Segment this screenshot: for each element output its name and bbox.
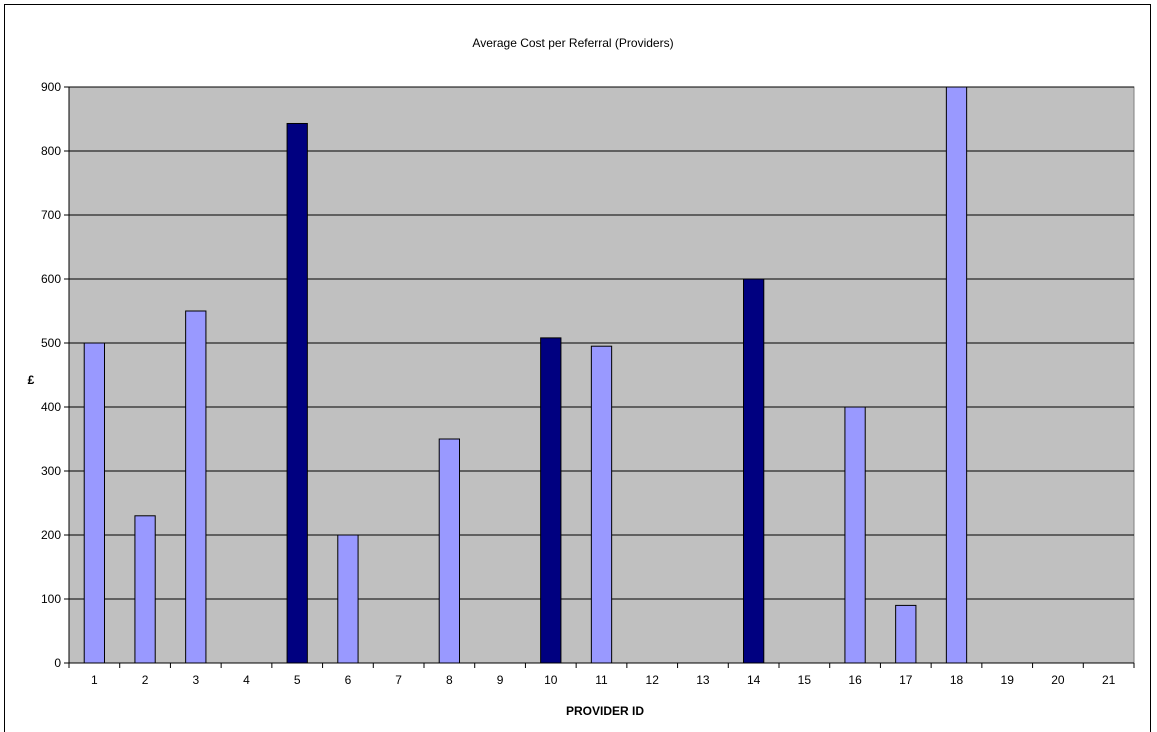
x-tick-label: 9 [497,673,504,687]
bar-chart: Average Cost per Referral (Providers) 0 1… [28,36,1135,718]
y-tick-label: 500 [41,336,61,350]
bars [83,86,968,664]
axes [64,86,1135,668]
chart-title: Average Cost per Referral (Providers) [472,36,673,50]
x-tick-label: 19 [1001,673,1015,687]
bar [286,122,308,664]
y-tick-label: 600 [41,272,61,286]
bar [844,406,866,664]
x-tick-label: 2 [142,673,149,687]
x-tick-label: 4 [243,673,250,687]
y-tick-label: 100 [41,592,61,606]
bar [83,342,106,664]
y-tick-labels: 0 100 200 300 400 500 600 700 800 900 [41,80,61,670]
bar [743,278,765,664]
x-tick-label: 18 [950,673,964,687]
bar [337,534,359,664]
y-tick-label: 0 [54,656,61,670]
y-tick-label: 800 [41,144,61,158]
x-tick-label: 14 [747,673,761,687]
x-tick-label: 5 [294,673,301,687]
x-tick-label: 12 [646,673,660,687]
x-tick-label: 1 [91,673,98,687]
x-tick-label: 7 [395,673,402,687]
bar [590,345,613,664]
x-tick-label: 10 [544,673,558,687]
x-tick-label: 11 [595,673,608,687]
bar [185,310,207,664]
x-axis-label: PROVIDER ID [566,704,644,718]
x-tick-label: 15 [798,673,812,687]
x-tick-labels: 1 2 3 4 5 6 7 8 9 10 11 12 13 14 15 16 17 18 19 20 21 [91,673,1116,687]
x-tick-label: 21 [1102,673,1116,687]
bar [945,86,968,664]
y-tick-label: 400 [41,400,61,414]
y-tick-label: 700 [41,208,61,222]
bar [438,438,461,664]
y-axis-label: £ [28,373,35,387]
x-tick-label: 6 [345,673,352,687]
x-tick-label: 8 [446,673,453,687]
x-tick-label: 13 [696,673,710,687]
y-tick-label: 900 [41,80,61,94]
x-tick-label: 20 [1051,673,1065,687]
bar [895,604,917,664]
bar [134,515,156,664]
x-tick-label: 17 [899,673,913,687]
bar [540,337,562,664]
y-tick-label: 200 [41,528,61,542]
x-tick-label: 16 [848,673,862,687]
x-tick-label: 3 [192,673,199,687]
y-tick-label: 300 [41,464,61,478]
chart-frame: Average Cost per Referral (Providers) 0 1… [4,4,1151,732]
